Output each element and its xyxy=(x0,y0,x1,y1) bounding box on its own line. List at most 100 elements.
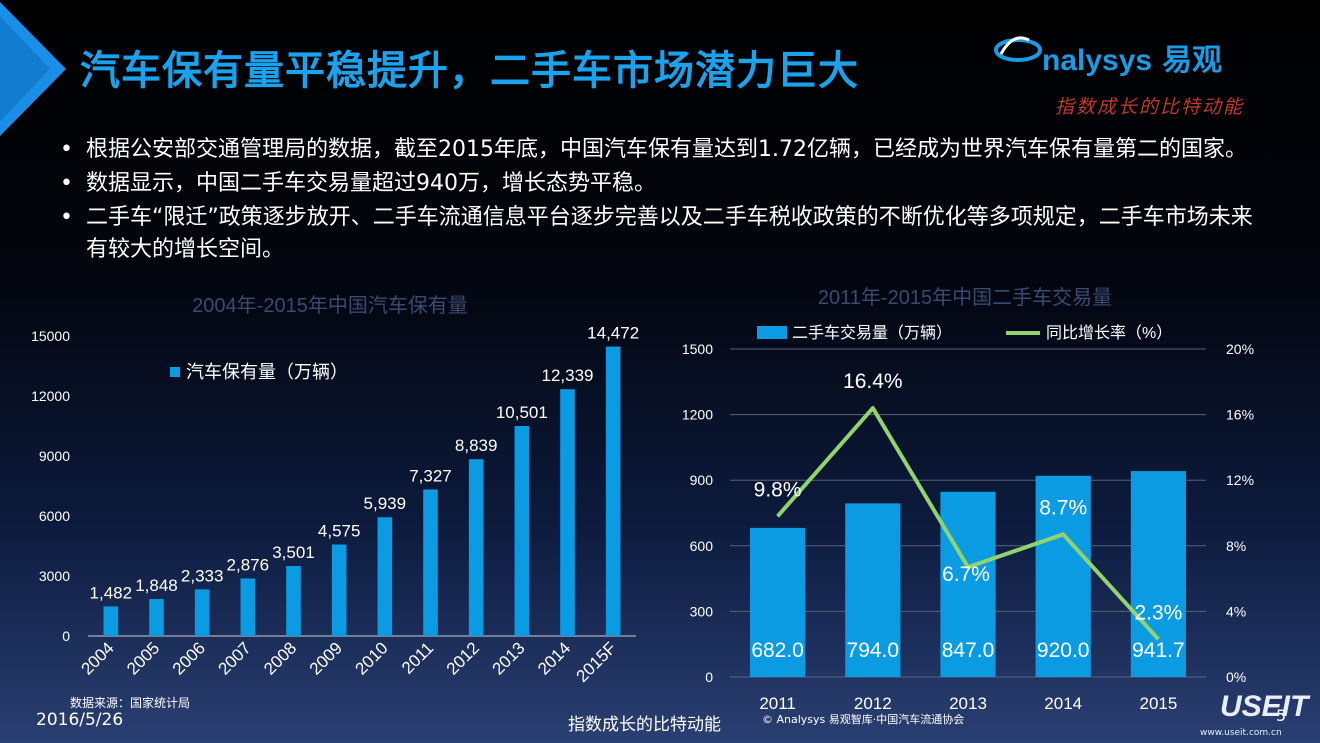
page-number: 5 xyxy=(1276,706,1287,725)
watermark-logo: USEIT xyxy=(1220,690,1309,723)
chart-title: 2011年-2015年中国二手车交易量 xyxy=(818,286,1112,309)
x-tick-label: 2014 xyxy=(1044,694,1082,713)
line-data-label: 8.7% xyxy=(1039,496,1087,519)
series-line xyxy=(776,406,1160,641)
used-car-transaction-combo-chart: 2011年-2015年中国二手车交易量 0 300 600 900 1200 1500 0%… xyxy=(682,286,1254,713)
y-tick-label: 0 xyxy=(705,669,713,685)
legend-swatch xyxy=(757,326,787,339)
bullet-item: 二手车“限迁”政策逐步放开、二手车流通信息平台逐步完善以及二手车税收政策的不断优… xyxy=(58,202,1258,266)
data-label: 3,501 xyxy=(272,543,315,562)
bullet-item: 根据公安部交通管理局的数据，截至2015年底，中国汽车保有量达到1.72亿辆，已… xyxy=(58,134,1258,166)
bar xyxy=(940,491,996,677)
bar xyxy=(468,459,484,636)
y-tick-label: 300 xyxy=(690,603,714,619)
bar xyxy=(331,544,347,636)
bullet-list: 根据公安部交通管理局的数据，截至2015年底，中国汽车保有量达到1.72亿辆，已… xyxy=(58,134,1258,268)
page-title: 汽车保有量平稳提升，二手车市场潜力巨大 xyxy=(80,48,859,94)
data-label: 682.0 xyxy=(751,639,804,662)
y-tick-label: 15000 xyxy=(31,328,70,344)
x-tick-label: 2013 xyxy=(949,694,987,713)
x-tick-label: 2006 xyxy=(169,638,209,678)
y2-tick-label: 16% xyxy=(1226,407,1254,423)
x-tick-label: 2009 xyxy=(306,638,346,678)
y-tick-label: 12000 xyxy=(31,388,70,404)
logo-cn-text: 易观 xyxy=(1162,44,1223,77)
bullet-item: 数据显示，中国二手车交易量超过940万，增长态势平稳。 xyxy=(58,168,1258,200)
y-tick-label: 0 xyxy=(62,628,70,644)
data-label: 941.7 xyxy=(1132,639,1185,662)
bar xyxy=(240,578,256,636)
legend-label: 二手车交易量（万辆） xyxy=(792,324,952,342)
legend-label: 汽车保有量（万辆） xyxy=(186,362,348,382)
y-tick-label: 900 xyxy=(690,472,714,488)
bar xyxy=(605,346,621,636)
footer-slogan: 指数成长的比特动能 xyxy=(568,715,721,735)
x-tick-label: 2015 xyxy=(1139,694,1177,713)
y2-tick-label: 4% xyxy=(1226,603,1246,619)
data-label: 4,575 xyxy=(318,522,361,541)
bar xyxy=(1130,471,1187,677)
data-label: 7,327 xyxy=(409,466,452,485)
y2-tick-label: 12% xyxy=(1226,472,1254,488)
y-tick-label: 3000 xyxy=(39,568,70,584)
data-label: 847.0 xyxy=(942,639,995,662)
logo-slogan: 指数成长的比特动能 xyxy=(1055,96,1245,118)
logo-swoosh-icon xyxy=(994,36,1042,62)
data-label: 8,839 xyxy=(455,436,498,455)
arrow-icon xyxy=(0,2,66,136)
watermark-url: www.useit.com.cn xyxy=(1200,728,1282,738)
x-tick-label: 2015F xyxy=(572,638,620,686)
bar xyxy=(1035,475,1091,677)
line-data-label: 9.8% xyxy=(754,478,802,501)
bar xyxy=(514,425,530,636)
x-tick-label: 2008 xyxy=(260,638,300,678)
bar xyxy=(377,517,393,636)
footer-copyright: © Analysys 易观智库·中国汽车流通协会 xyxy=(762,713,965,726)
data-label: 2,333 xyxy=(181,566,224,585)
x-tick-label: 2007 xyxy=(214,638,254,678)
data-label: 10,501 xyxy=(496,403,548,422)
y2-tick-label: 8% xyxy=(1226,538,1246,554)
y-tick-label: 6000 xyxy=(39,508,70,524)
data-label: 794.0 xyxy=(847,639,900,662)
data-label: 1,848 xyxy=(135,576,178,595)
data-label: 14,472 xyxy=(587,324,639,343)
bar xyxy=(423,489,438,636)
bar xyxy=(286,565,301,636)
x-tick-label: 2010 xyxy=(351,638,391,678)
data-label: 5,939 xyxy=(364,494,407,513)
x-tick-label: 2013 xyxy=(488,638,528,678)
data-label: 2,876 xyxy=(227,555,270,574)
legend-swatch xyxy=(170,367,180,377)
logo: nalysys 易观 xyxy=(1000,35,1222,79)
legend-label: 同比增长率（%） xyxy=(1046,324,1172,342)
x-tick-label: 2004 xyxy=(77,638,117,678)
source-note: 数据来源：国家统计局 xyxy=(70,696,191,710)
data-label: 1,482 xyxy=(90,583,133,602)
x-tick-label: 2012 xyxy=(443,638,483,678)
bar xyxy=(749,527,806,677)
y2-tick-label: 0% xyxy=(1226,669,1246,685)
data-label: 920.0 xyxy=(1037,639,1090,662)
footer-date: 2016/5/26 xyxy=(36,710,124,730)
x-tick-label: 2011 xyxy=(759,694,796,713)
y2-tick-label: 20% xyxy=(1226,341,1254,357)
bar xyxy=(103,606,119,636)
y-tick-label: 9000 xyxy=(39,448,70,464)
line-data-label: 6.7% xyxy=(942,563,990,586)
bar xyxy=(149,599,164,636)
x-tick-label: 2005 xyxy=(123,638,163,678)
bar xyxy=(845,503,901,677)
chart-title: 2004年-2015年中国汽车保有量 xyxy=(192,294,468,317)
y-tick-label: 600 xyxy=(690,538,714,554)
logo-text: nalysys xyxy=(1042,44,1153,77)
y-tick-label: 1500 xyxy=(682,341,713,357)
line-data-label: 2.3% xyxy=(1134,601,1182,624)
bar xyxy=(194,589,210,636)
vehicle-ownership-bar-chart: 2004年-2015年中国汽车保有量 0 3000 6000 9000 12000 150… xyxy=(31,294,639,686)
line-data-label: 16.4% xyxy=(843,370,903,393)
x-tick-label: 2012 xyxy=(854,694,892,713)
bar xyxy=(560,389,575,636)
x-tick-label: 2011 xyxy=(398,638,437,677)
x-tick-label: 2014 xyxy=(534,638,574,678)
